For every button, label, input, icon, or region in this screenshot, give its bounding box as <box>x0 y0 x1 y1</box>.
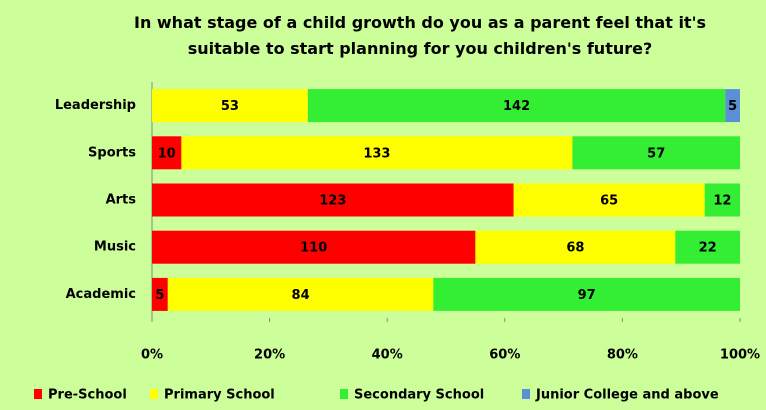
page: 0% 20% 40% 60% 80% 100% Leadership 53 142 5 Sports… <box>0 0 766 410</box>
legend-label: Junior College and above <box>535 388 719 403</box>
legend-swatch <box>340 389 348 399</box>
data-label: 133 <box>363 146 390 161</box>
data-label: 68 <box>566 241 584 256</box>
x-tick-label: 100% <box>720 348 760 363</box>
legend-label: Pre-School <box>48 388 127 403</box>
data-label: 53 <box>221 99 239 114</box>
data-label: 142 <box>503 99 530 114</box>
y-tick-label: Arts <box>106 193 137 208</box>
legend-swatch <box>34 389 42 399</box>
legend-swatch <box>522 389 530 399</box>
data-label: 84 <box>292 288 310 303</box>
x-tick-label: 80% <box>607 348 638 363</box>
data-label: 65 <box>600 194 618 209</box>
data-label: 22 <box>699 241 717 256</box>
legend-label: Secondary School <box>354 388 484 403</box>
data-label: 10 <box>158 146 176 161</box>
y-tick-label: Leadership <box>55 98 136 113</box>
data-label: 5 <box>728 99 737 114</box>
data-label: 5 <box>155 288 164 303</box>
legend-swatch <box>150 389 158 399</box>
y-tick-label: Sports <box>88 145 136 160</box>
y-tick-label: Academic <box>66 287 136 302</box>
data-label: 12 <box>713 194 731 209</box>
data-label: 97 <box>578 288 596 303</box>
chart-title: In what stage of a child growth do you a… <box>100 10 740 62</box>
x-tick-label: 60% <box>489 348 520 363</box>
data-label: 123 <box>319 194 346 209</box>
x-tick-label: 0% <box>141 348 163 363</box>
data-label: 110 <box>300 241 327 256</box>
x-tick-label: 20% <box>254 348 285 363</box>
data-label: 57 <box>647 146 665 161</box>
legend-label: Primary School <box>164 388 275 403</box>
x-tick-label: 40% <box>372 348 403 363</box>
y-tick-label: Music <box>94 240 136 255</box>
